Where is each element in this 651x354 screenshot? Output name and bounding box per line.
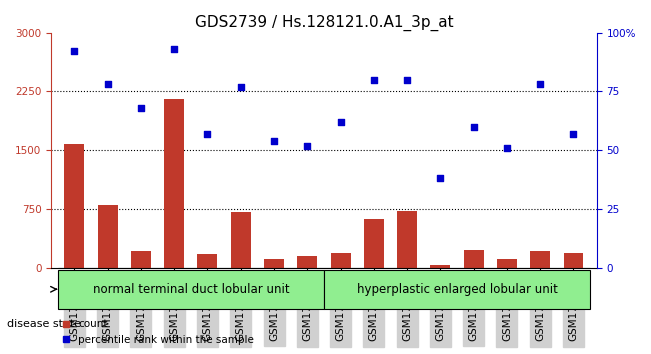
- Bar: [397, 211, 417, 268]
- Bar: [64, 144, 85, 268]
- Point: [502, 145, 512, 151]
- Point: [69, 48, 79, 54]
- Bar: [497, 259, 517, 268]
- Bar: [464, 250, 484, 268]
- Point: [236, 84, 246, 90]
- Point: [368, 77, 379, 82]
- Bar: [298, 256, 317, 268]
- Bar: [58, 270, 324, 309]
- Bar: [264, 259, 284, 268]
- Point: [435, 176, 445, 181]
- Point: [335, 119, 346, 125]
- Point: [102, 81, 113, 87]
- Point: [469, 124, 479, 130]
- Point: [169, 46, 180, 52]
- Bar: [197, 254, 217, 268]
- Text: normal terminal duct lobular unit: normal terminal duct lobular unit: [92, 283, 289, 296]
- Point: [135, 105, 146, 111]
- Bar: [131, 251, 151, 268]
- Legend: count, percentile rank within the sample: count, percentile rank within the sample: [57, 315, 258, 349]
- Bar: [324, 270, 590, 309]
- Point: [202, 131, 213, 137]
- Point: [269, 138, 279, 144]
- Point: [568, 131, 579, 137]
- Text: hyperplastic enlarged lobular unit: hyperplastic enlarged lobular unit: [357, 283, 557, 296]
- Bar: [331, 253, 350, 268]
- Bar: [164, 99, 184, 268]
- Point: [302, 143, 312, 148]
- Point: [402, 77, 412, 82]
- Bar: [364, 219, 384, 268]
- Point: [535, 81, 546, 87]
- Bar: [564, 253, 583, 268]
- Bar: [430, 265, 450, 268]
- Bar: [230, 212, 251, 268]
- Text: disease state: disease state: [7, 319, 81, 329]
- Title: GDS2739 / Hs.128121.0.A1_3p_at: GDS2739 / Hs.128121.0.A1_3p_at: [195, 15, 453, 31]
- Bar: [98, 205, 118, 268]
- Bar: [530, 251, 550, 268]
